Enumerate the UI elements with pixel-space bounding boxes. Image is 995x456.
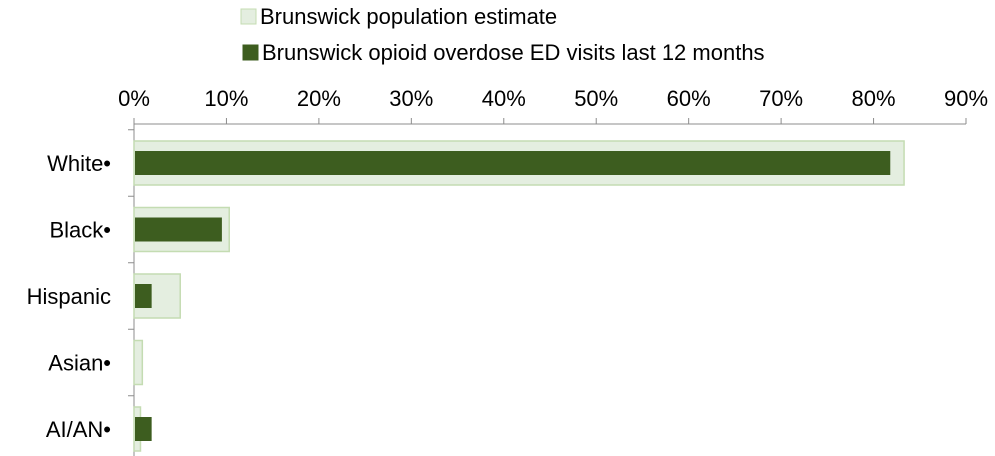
x-tick-label: 80% [852,86,896,111]
bar-ed-visits [135,151,891,175]
category-label: Hispanic [27,284,111,309]
category-label: Asian• [48,351,111,376]
legend-label-population: Brunswick population estimate [260,4,557,29]
plot-area [133,140,905,452]
x-tick-label: 30% [389,86,433,111]
legend-swatch-population [240,8,257,25]
y-axis: White• Black• Hispanic Asian• AI/AN• [27,129,134,442]
category-label: Black• [50,218,112,243]
x-tick-label: 0% [118,86,150,111]
bar-ed-visits [135,417,152,441]
bar-population [133,339,144,386]
x-tick-label: 60% [667,86,711,111]
legend: Brunswick population estimate Brunswick o… [240,4,765,65]
category-label: White• [47,151,111,176]
x-tick-label: 70% [759,86,803,111]
bar-ed-visits [135,217,222,242]
legend-swatch-ed-visits [242,44,259,61]
bar-ed-visits [135,284,152,308]
x-tick-label: 20% [297,86,341,111]
x-tick-label: 10% [204,86,248,111]
x-tick-label: 90% [944,86,988,111]
x-tick-label: 40% [482,86,526,111]
x-axis: 0% 10% 20% 30% 40% 50% 60% 70% 80% 90% [118,86,988,456]
x-tick-label: 50% [574,86,618,111]
category-label: AI/AN• [46,417,111,442]
legend-label-ed-visits: Brunswick opioid overdose ED visits last… [262,40,765,65]
